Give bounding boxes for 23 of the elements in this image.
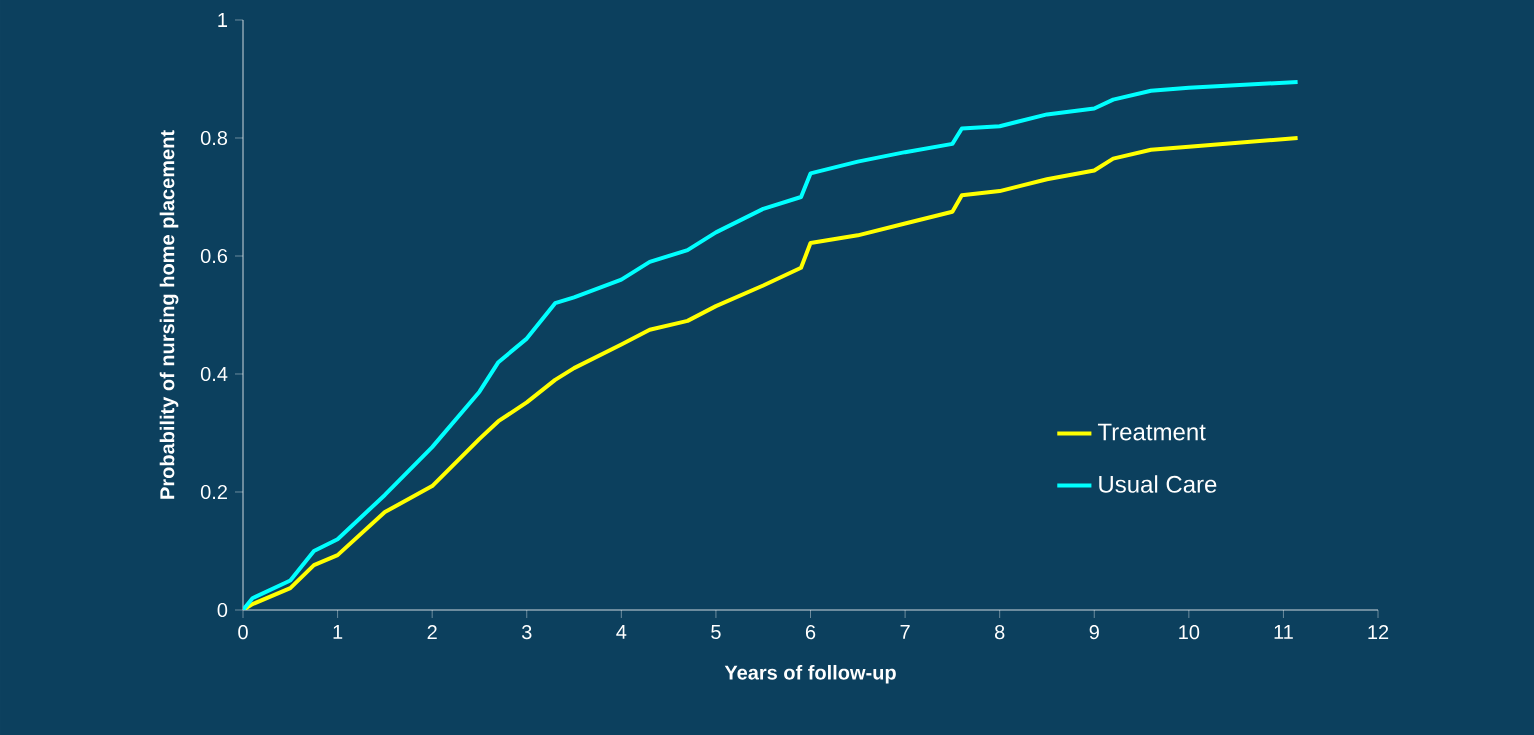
y-axis-title: Probability of nursing home placement [159, 130, 179, 499]
x-tick-label: 12 [1368, 625, 1389, 640]
x-tick-label: 5 [711, 625, 721, 640]
x-tick-label: 6 [805, 625, 816, 640]
x-tick-label: 3 [521, 625, 532, 640]
x-tick-label: 8 [995, 625, 1005, 640]
x-tick-label: 9 [1089, 625, 1099, 640]
x-tick-label: 2 [427, 625, 437, 640]
x-tick-label: 4 [616, 625, 627, 639]
legend-label: Treatment [1097, 423, 1206, 441]
x-tick-label: 0 [238, 625, 248, 640]
x-tick-label: 7 [900, 625, 910, 639]
x-tick-label: 1 [333, 625, 343, 639]
y-tick-label: 0.8 [200, 130, 228, 146]
x-tick-label: 10 [1179, 625, 1200, 640]
x-tick-label: 11 [1274, 625, 1293, 639]
y-tick-label: 0.2 [200, 484, 227, 500]
y-tick-label: 0.4 [200, 366, 228, 382]
y-tick-label: 0.6 [200, 248, 228, 264]
y-tick-label: 0 [217, 602, 228, 618]
y-tick-label: 1 [218, 13, 227, 27]
x-axis-title: Years of follow-up [724, 664, 896, 684]
legend-label: Usual Care [1099, 475, 1217, 493]
